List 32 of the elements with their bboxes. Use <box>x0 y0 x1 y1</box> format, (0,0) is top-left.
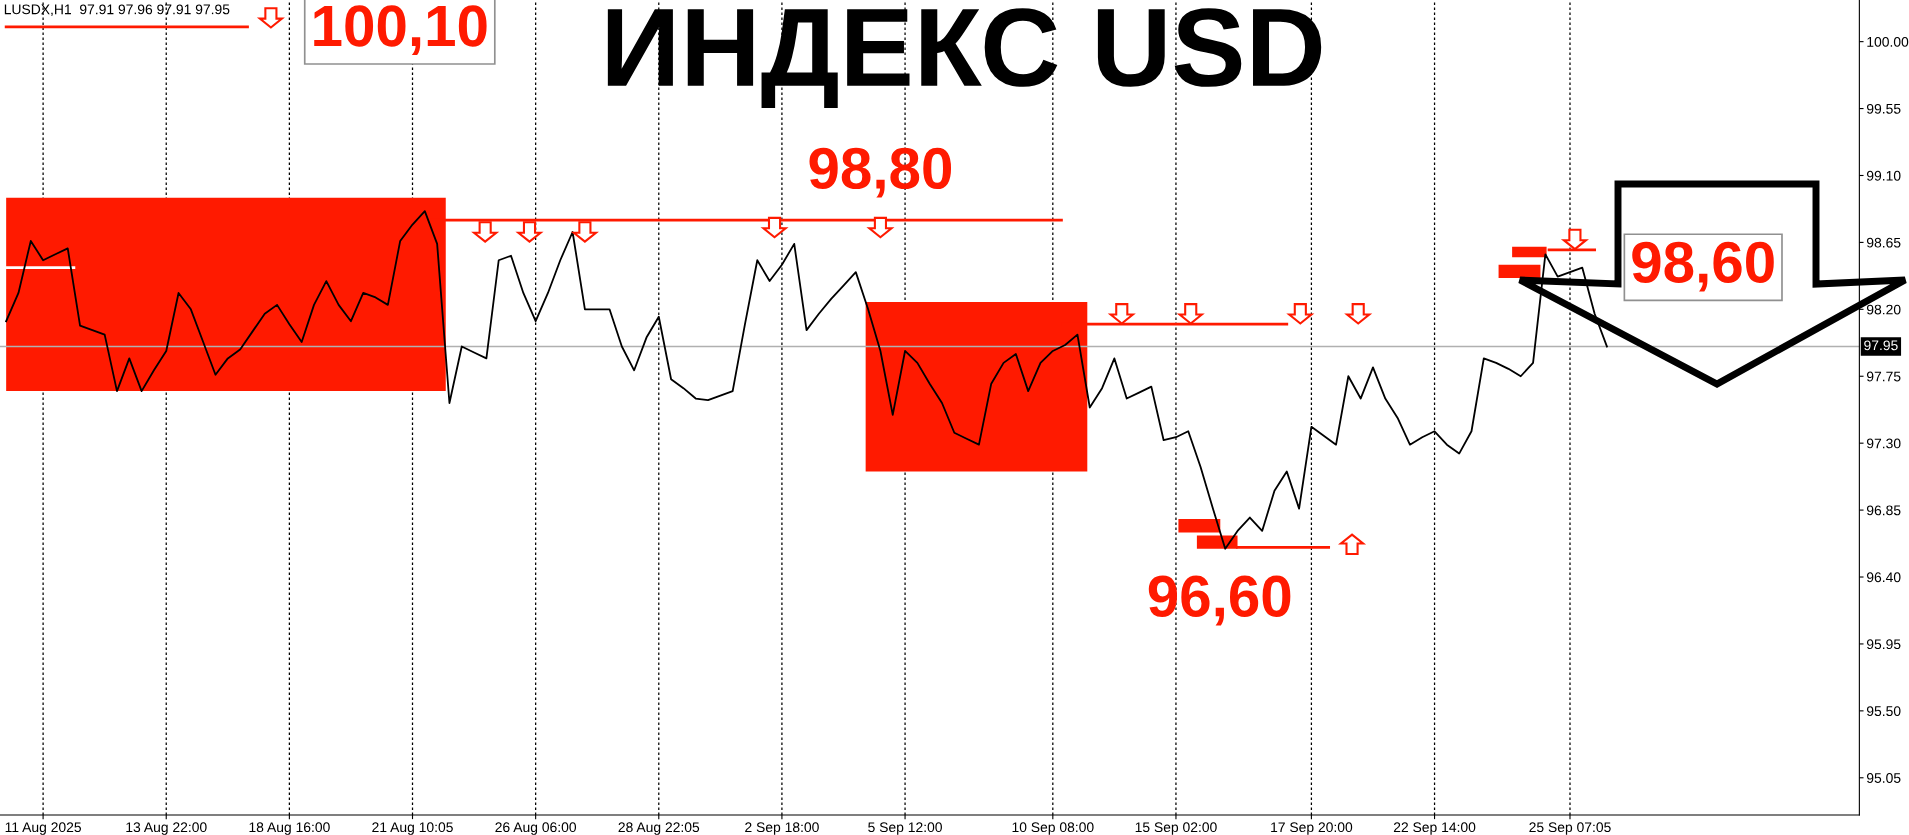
x-tick-label: 22 Sep 14:00 <box>1393 822 1476 835</box>
y-tick-label: 96.40 <box>1866 572 1901 583</box>
x-tick-label: 15 Sep 02:00 <box>1135 822 1217 835</box>
ref-line-label: 98,80 <box>809 147 952 198</box>
x-tick-label: 2 Sep 18:00 <box>745 822 819 835</box>
y-tick-label: 98.65 <box>1866 237 1901 248</box>
y-tick-label: 95.50 <box>1866 706 1901 717</box>
chart-title: ИНДЕКС USD <box>607 8 1322 108</box>
y-tick-label: 97.75 <box>1866 371 1901 382</box>
x-tick-label: 13 Aug 22:00 <box>126 822 207 835</box>
annotation: 100,10 <box>314 5 487 56</box>
ref-line-label: 97.95 <box>1864 340 1898 351</box>
x-tick-label: 26 Aug 06:00 <box>495 822 577 835</box>
y-tick-label: 98.20 <box>1866 304 1901 315</box>
annotation: 96,60 <box>1148 575 1291 626</box>
x-tick-label: 5 Sep 12:00 <box>868 822 942 835</box>
y-tick-label: 99.55 <box>1866 103 1901 114</box>
x-tick-label: 25 Sep 07:05 <box>1529 822 1611 835</box>
x-tick-label: 11 Aug 2025 <box>5 822 82 835</box>
y-tick-label: 99.10 <box>1866 170 1901 181</box>
x-tick-label: 18 Aug 16:00 <box>249 822 330 835</box>
x-tick-label: 21 Aug 10:05 <box>372 822 453 835</box>
y-tick-label: 96.85 <box>1866 505 1901 516</box>
y-tick-label: 100.00 <box>1867 36 1909 47</box>
y-tick-label: 95.95 <box>1866 639 1901 650</box>
x-tick-label: 28 Aug 22:05 <box>618 822 700 835</box>
x-tick-label: 10 Sep 08:00 <box>1012 822 1094 835</box>
x-tick-label: 17 Sep 20:00 <box>1271 822 1353 835</box>
annotation: 98,60 <box>1632 241 1774 292</box>
y-tick-label: 95.05 <box>1866 773 1901 783</box>
y-tick-label: 97.30 <box>1866 438 1901 449</box>
annotation: LUSDX,H1 97.91 97.96 97.91 97.95 <box>4 4 230 16</box>
